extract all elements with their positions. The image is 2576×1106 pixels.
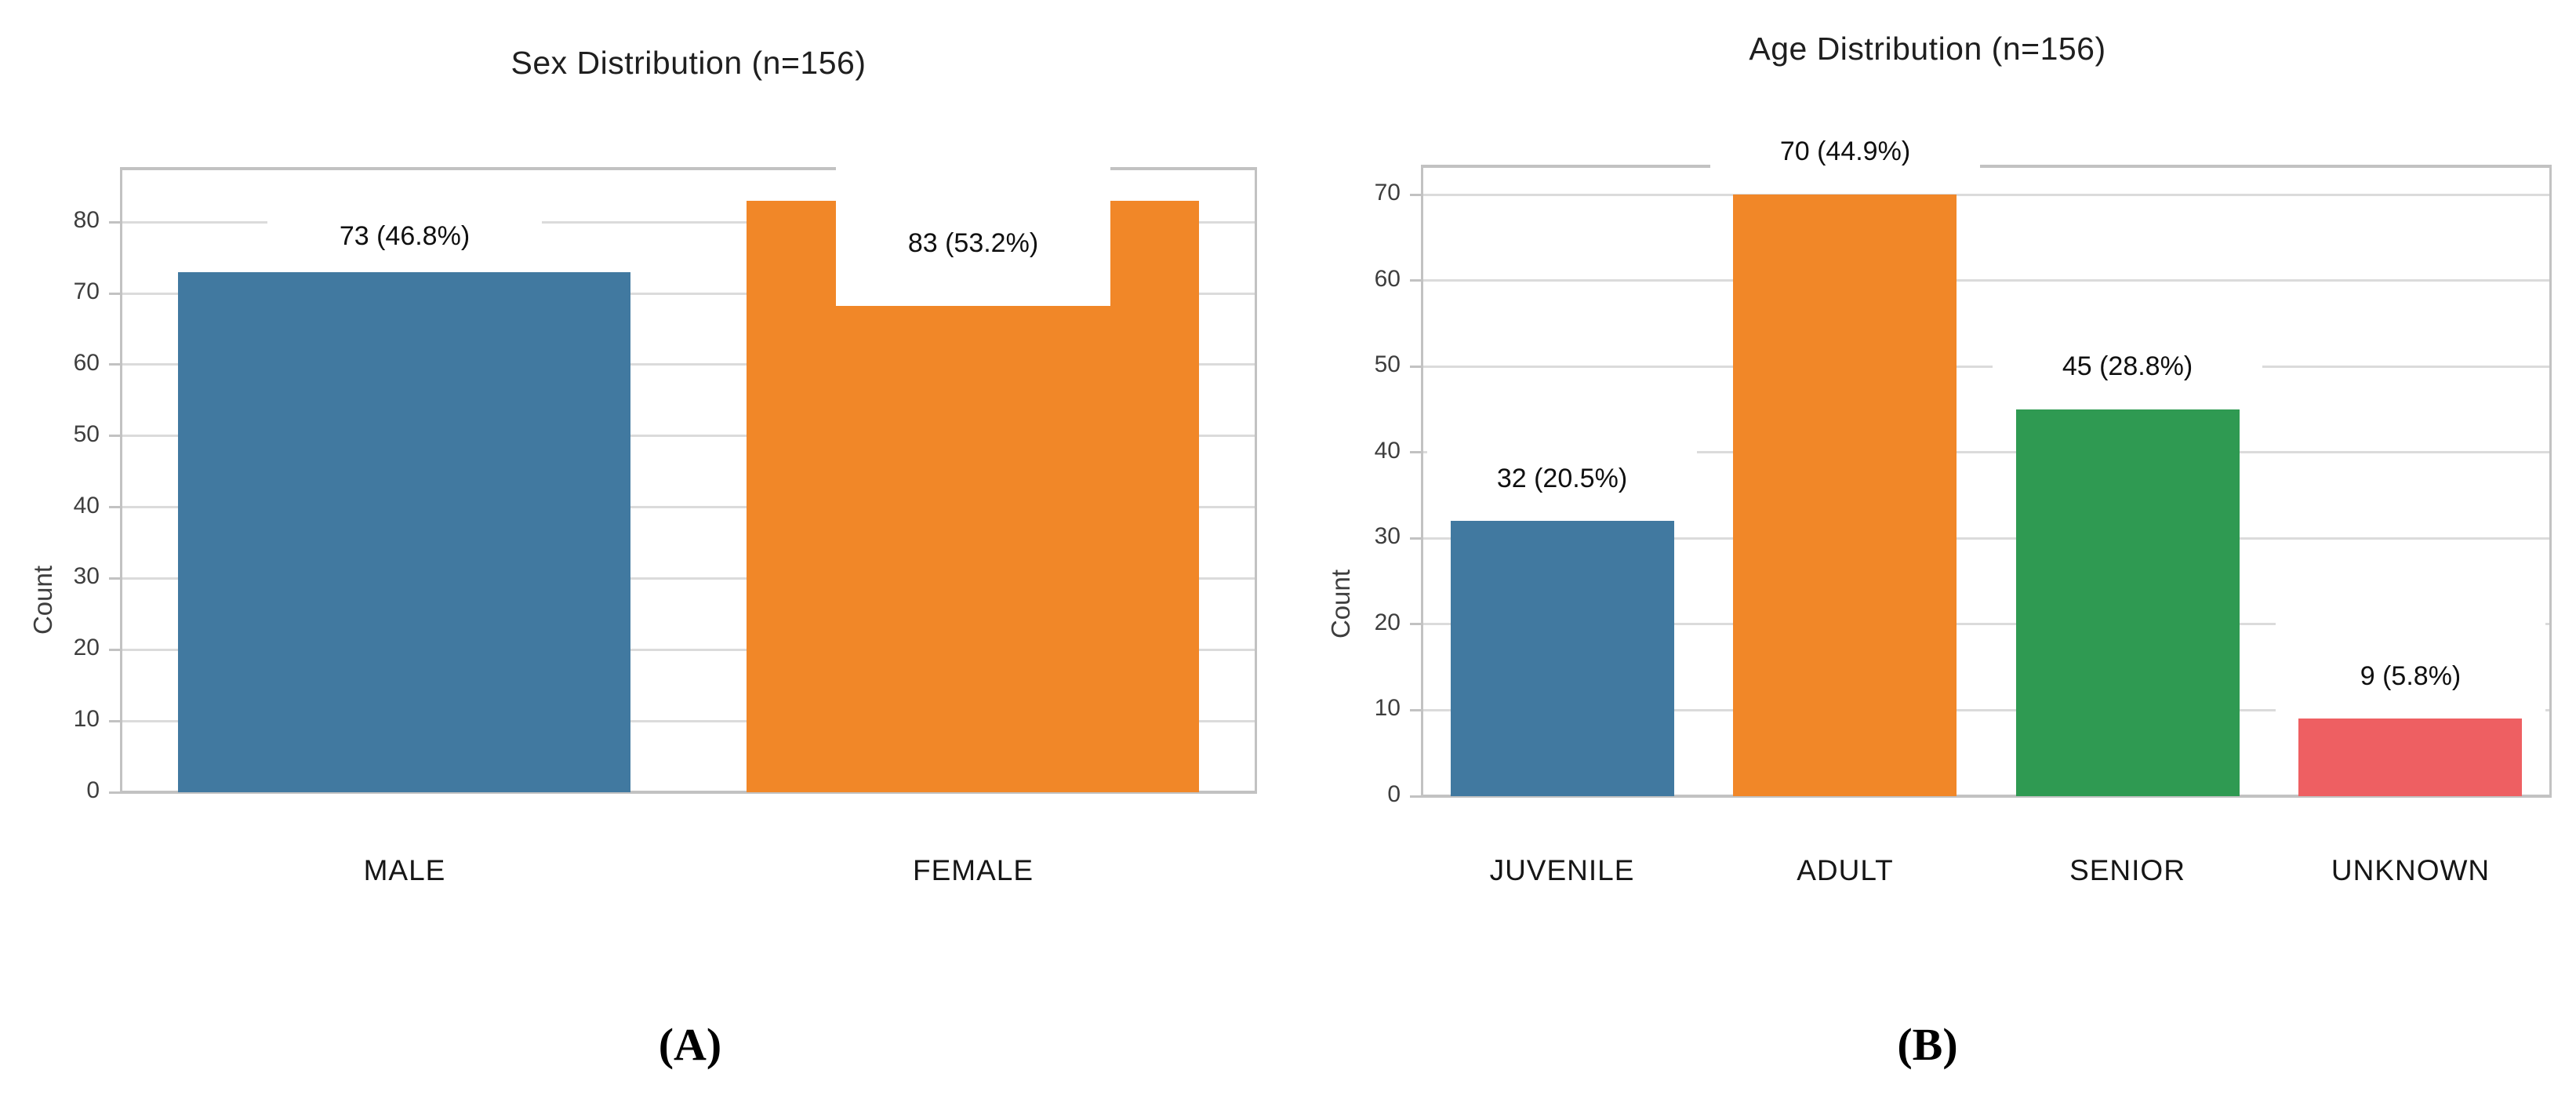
bar-value-label-juvenile: 32 (20.5%)	[1496, 464, 1628, 493]
y-tick-label-20: 20	[73, 635, 100, 660]
y-tick-mark-40	[1410, 451, 1421, 453]
bar-value-label-unknown: 9 (5.8%)	[2360, 661, 2462, 691]
y-tick-mark-50	[1410, 366, 1421, 368]
bar-value-label-male: 73 (46.8%)	[339, 221, 471, 251]
gridline-50	[1421, 366, 2552, 368]
x-tick-label-senior: SENIOR	[2069, 854, 2185, 886]
y-tick-mark-50	[109, 435, 120, 437]
label-background-box-senior	[1993, 304, 2262, 406]
y-tick-label-80: 80	[73, 207, 100, 233]
plot-top-spine	[120, 167, 1257, 170]
bar-adult	[1733, 195, 1957, 796]
plot-left-spine	[120, 169, 122, 792]
y-tick-mark-70	[109, 293, 120, 295]
bar-value-label-adult: 70 (44.9%)	[1779, 136, 1911, 166]
gridline-10	[120, 720, 1257, 722]
label-background-box-female	[836, 157, 1110, 306]
y-tick-mark-30	[109, 577, 120, 580]
plot-bottom-spine	[120, 791, 1257, 794]
y-tick-label-70: 70	[73, 278, 100, 304]
y-tick-mark-30	[1410, 537, 1421, 540]
y-tick-label-30: 30	[1374, 523, 1401, 549]
gridline-30	[120, 577, 1257, 580]
gridline-70	[120, 293, 1257, 295]
y-tick-label-20: 20	[1374, 609, 1401, 635]
chart-title: Sex Distribution (n=156)	[510, 45, 867, 81]
y-tick-mark-20	[1410, 623, 1421, 625]
gridline-60	[120, 363, 1257, 366]
bar-value-label-female: 83 (53.2%)	[907, 228, 1039, 258]
x-tick-label-unknown: UNKNOWN	[2331, 854, 2491, 886]
plot-right-spine	[1255, 169, 1257, 792]
bar-male	[178, 272, 630, 792]
gridline-80	[120, 221, 1257, 224]
y-tick-mark-20	[109, 649, 120, 651]
x-tick-label-male: MALE	[363, 854, 446, 886]
y-axis-title: Count	[1326, 569, 1355, 639]
label-background-box-juvenile	[1427, 416, 1697, 518]
y-tick-label-10: 10	[1374, 695, 1401, 721]
bar-unknown	[2298, 719, 2522, 796]
y-tick-label-0: 0	[86, 777, 100, 803]
y-tick-mark-40	[109, 506, 120, 508]
plot-left-spine	[1421, 166, 1423, 796]
plot-top-spine	[1421, 165, 2552, 168]
chart-title: Age Distribution (n=156)	[1749, 31, 2106, 67]
label-background-box-adult	[1710, 89, 1980, 191]
x-tick-label-juvenile: JUVENILE	[1489, 854, 1635, 886]
gridline-20	[120, 649, 1257, 651]
label-background-box-male	[267, 189, 542, 271]
y-tick-label-60: 60	[73, 350, 100, 376]
y-tick-label-50: 50	[1374, 351, 1401, 377]
y-tick-mark-80	[109, 221, 120, 224]
gridline-20	[1421, 623, 2552, 625]
y-tick-mark-10	[109, 720, 120, 722]
y-tick-label-10: 10	[73, 706, 100, 732]
y-tick-label-0: 0	[1387, 781, 1401, 807]
y-tick-label-70: 70	[1374, 180, 1401, 206]
x-tick-label-female: FEMALE	[912, 854, 1034, 886]
y-tick-mark-0	[109, 791, 120, 794]
y-tick-mark-10	[1410, 709, 1421, 711]
bar-value-label-senior: 45 (28.8%)	[2062, 351, 2193, 381]
x-tick-label-adult: ADULT	[1797, 854, 1894, 886]
label-background-box-unknown	[2276, 613, 2545, 715]
gridline-70	[1421, 194, 2552, 196]
plot-right-spine	[2549, 166, 2552, 796]
gridline-40	[120, 506, 1257, 508]
bar-juvenile	[1451, 521, 1674, 796]
gridline-30	[1421, 537, 2552, 540]
y-tick-mark-70	[1410, 194, 1421, 196]
y-tick-label-30: 30	[73, 563, 100, 589]
y-tick-label-60: 60	[1374, 266, 1401, 292]
panel-caption-b: (B)	[1897, 1019, 1958, 1070]
panel-caption-a: (A)	[658, 1019, 722, 1070]
gridline-10	[1421, 709, 2552, 711]
y-tick-mark-0	[1410, 795, 1421, 798]
bar-senior	[2016, 409, 2240, 796]
gridline-50	[120, 435, 1257, 437]
y-tick-label-40: 40	[1374, 438, 1401, 464]
y-tick-label-50: 50	[73, 421, 100, 447]
y-tick-mark-60	[109, 363, 120, 366]
gridline-40	[1421, 451, 2552, 453]
plot-bottom-spine	[1421, 795, 2552, 798]
y-tick-label-40: 40	[73, 493, 100, 518]
gridline-60	[1421, 279, 2552, 282]
y-tick-mark-60	[1410, 279, 1421, 282]
